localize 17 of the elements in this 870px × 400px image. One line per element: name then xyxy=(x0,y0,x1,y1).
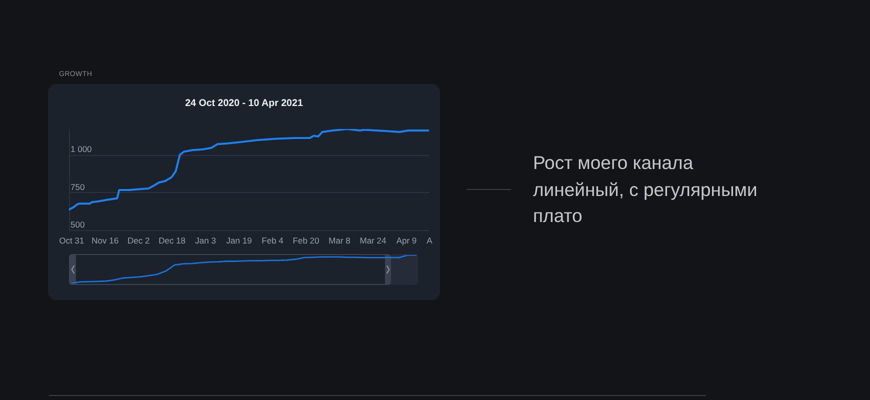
x-tick-label: Oct 31 xyxy=(59,236,84,246)
x-tick-label: Jan 19 xyxy=(226,236,252,246)
x-tick-label: Dec 2 xyxy=(127,236,150,246)
text: Рост моего канала линейный, с регулярными плато xyxy=(533,151,758,228)
y-tick-label: 500 xyxy=(70,220,85,230)
x-tick-label: Nov 16 xyxy=(92,236,119,246)
y-tick-label: 1 000 xyxy=(70,144,92,155)
x-tick-label: Feb 4 xyxy=(262,236,284,246)
x-tick-label: Jan 3 xyxy=(195,236,216,246)
x-tick-label: Dec 18 xyxy=(158,236,186,246)
x-tick-label: Apr 9 xyxy=(396,236,417,246)
chart-subtitle: 24 Oct 2020 - 10 Apr 2021 xyxy=(184,98,304,110)
x-tick-label: Feb 20 xyxy=(292,236,320,246)
x-tick-label: A xyxy=(426,236,433,246)
x-tick-label: Mar 8 xyxy=(328,236,351,246)
x-tick-label: Mar 24 xyxy=(360,236,386,246)
y-tick-label: 750 xyxy=(70,182,85,192)
